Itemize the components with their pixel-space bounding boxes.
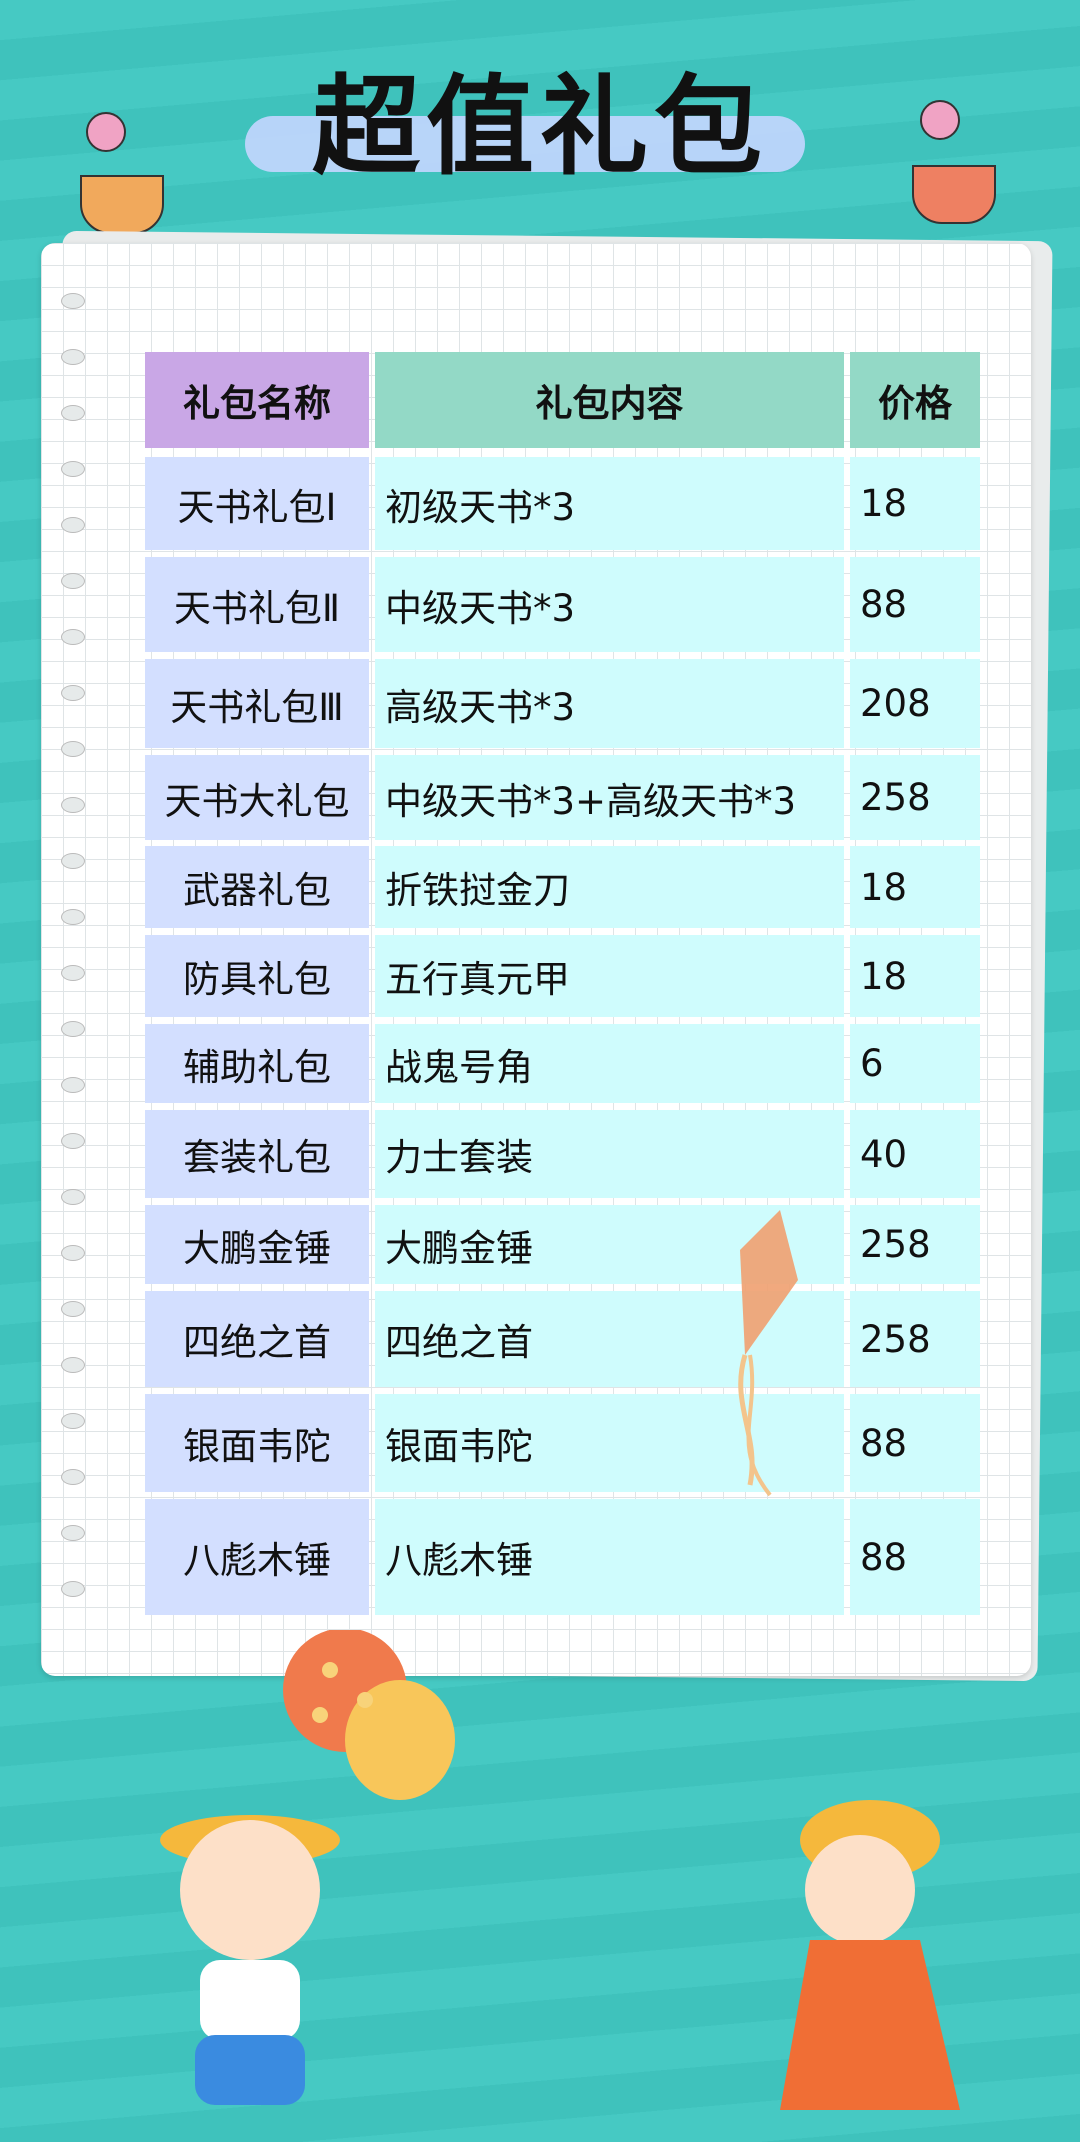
pack-content-cell: 五行真元甲 xyxy=(375,935,844,1017)
pack-name-cell: 武器礼包 xyxy=(145,846,369,928)
binder-hole xyxy=(61,573,85,589)
binder-hole xyxy=(61,405,85,421)
pack-content-cell: 中级天书*3+高级天书*3 xyxy=(375,755,844,840)
pack-name-cell: 套装礼包 xyxy=(145,1110,369,1198)
pack-name-cell: 天书礼包Ⅲ xyxy=(145,659,369,748)
pack-content-cell: 初级天书*3 xyxy=(375,457,844,550)
title-brush-decoration xyxy=(245,116,805,172)
header-content: 礼包内容 xyxy=(375,352,844,448)
binder-hole xyxy=(61,349,85,365)
pack-content-cell: 中级天书*3 xyxy=(375,557,844,652)
girl-illustration xyxy=(780,1800,960,2110)
pack-price-cell: 6 xyxy=(850,1024,980,1103)
binder-hole xyxy=(61,853,85,869)
pack-price-cell: 258 xyxy=(850,1205,980,1284)
page-title: 超值礼包 xyxy=(311,65,768,190)
pack-content-cell: 银面韦陀 xyxy=(375,1394,844,1492)
binder-hole xyxy=(61,1245,85,1261)
binder-hole xyxy=(61,1301,85,1317)
header-price: 价格 xyxy=(850,352,980,448)
header-name: 礼包名称 xyxy=(145,352,369,448)
pack-content-cell: 高级天书*3 xyxy=(375,659,844,748)
pack-price-cell: 88 xyxy=(850,1394,980,1492)
pack-name-cell: 八彪木锤 xyxy=(145,1499,369,1615)
binder-hole xyxy=(61,1189,85,1205)
pack-price-cell: 40 xyxy=(850,1110,980,1198)
boy-illustration xyxy=(160,1815,340,2105)
balloons-decoration xyxy=(283,1630,455,1800)
binder-hole xyxy=(61,1357,85,1373)
binder-hole xyxy=(61,1133,85,1149)
binder-hole xyxy=(61,517,85,533)
kite-decoration xyxy=(738,1210,798,1497)
pack-price-cell: 88 xyxy=(850,557,980,652)
pack-price-cell: 18 xyxy=(850,846,980,928)
pack-content-cell: 战鬼号角 xyxy=(375,1024,844,1103)
binder-hole xyxy=(61,1525,85,1541)
binder-hole xyxy=(61,1077,85,1093)
binder-hole xyxy=(61,1413,85,1429)
pack-price-cell: 208 xyxy=(850,659,980,748)
binder-hole xyxy=(61,1021,85,1037)
binder-hole xyxy=(61,797,85,813)
pack-content-cell: 折铁挝金刀 xyxy=(375,846,844,928)
binder-hole xyxy=(61,629,85,645)
pack-price-cell: 88 xyxy=(850,1499,980,1615)
pack-name-cell: 天书礼包Ⅰ xyxy=(145,457,369,550)
pack-name-cell: 银面韦陀 xyxy=(145,1394,369,1492)
binder-hole xyxy=(61,741,85,757)
binder-hole xyxy=(61,461,85,477)
pack-price-cell: 18 xyxy=(850,457,980,550)
binder-hole xyxy=(61,1469,85,1485)
pack-content-cell: 力士套装 xyxy=(375,1110,844,1198)
binder-hole xyxy=(61,293,85,309)
pack-price-cell: 18 xyxy=(850,935,980,1017)
pack-content-cell: 八彪木锤 xyxy=(375,1499,844,1615)
pack-name-cell: 大鹏金锤 xyxy=(145,1205,369,1284)
binder-hole xyxy=(61,909,85,925)
pack-name-cell: 天书礼包Ⅱ xyxy=(145,557,369,652)
pack-name-cell: 辅助礼包 xyxy=(145,1024,369,1103)
pack-name-cell: 四绝之首 xyxy=(145,1291,369,1387)
binder-hole xyxy=(61,965,85,981)
binder-hole xyxy=(61,685,85,701)
binder-hole xyxy=(61,1581,85,1597)
pack-name-cell: 防具礼包 xyxy=(145,935,369,1017)
pack-price-cell: 258 xyxy=(850,755,980,840)
pack-name-cell: 天书大礼包 xyxy=(145,755,369,840)
pack-price-cell: 258 xyxy=(850,1291,980,1387)
